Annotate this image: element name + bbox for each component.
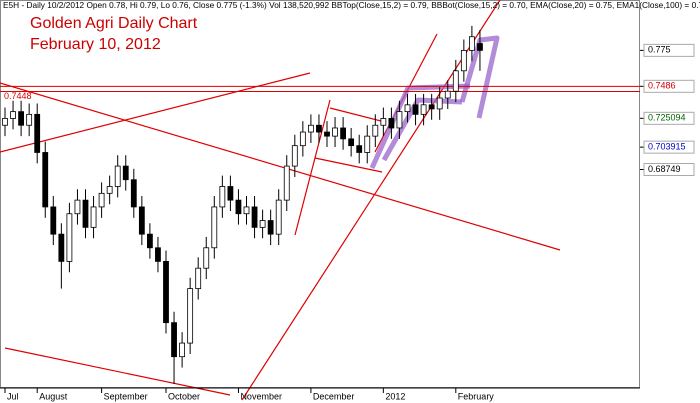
candle-body (18, 111, 25, 126)
candle-body (90, 206, 97, 228)
candle-body (412, 104, 419, 115)
candle-body (428, 104, 435, 110)
candle-body (187, 288, 194, 344)
x-tick-label: August (39, 391, 68, 401)
candle-body (380, 118, 387, 126)
candle-body (227, 186, 234, 201)
candle-body (58, 233, 65, 262)
trend-line (329, 107, 386, 123)
candle-body (468, 36, 475, 51)
candle-body (396, 111, 403, 129)
x-tick-label: November (240, 391, 282, 401)
candle-body (2, 118, 8, 126)
candle-body (356, 145, 363, 153)
candle-body (259, 220, 266, 228)
candle-body (388, 118, 395, 129)
candle-body (372, 124, 379, 137)
candle-body (332, 127, 338, 137)
candle-body (195, 267, 202, 290)
candle-body (436, 97, 443, 110)
candle-body (179, 342, 186, 358)
candle-body (114, 165, 121, 187)
candle-body (404, 104, 411, 113)
x-tick-label: December (313, 391, 355, 401)
trend-line (314, 157, 383, 173)
candle-body (219, 186, 226, 208)
y-tick-box (643, 111, 695, 125)
candle-body (340, 127, 347, 140)
candle-body (243, 206, 250, 215)
candle-body (50, 206, 57, 235)
candle-body (307, 124, 314, 133)
candle-body (452, 70, 459, 92)
candle-body (348, 138, 355, 147)
h-line-label: 0.7448 (4, 91, 32, 101)
candle-body (130, 179, 137, 208)
candle-body (138, 206, 145, 235)
header: E5H - Daily 10/2/2012 Open 0.78, Hi 0.79… (3, 0, 700, 10)
y-tick-label: 0.68749 (648, 164, 681, 174)
y-tick-label: 0.725094 (648, 113, 686, 123)
candle-body (82, 199, 89, 228)
candle-body (211, 206, 218, 249)
candle-body (235, 199, 242, 215)
trend-line (294, 99, 331, 236)
flag-outline (459, 35, 500, 119)
candle-body (283, 165, 290, 201)
candle-body (146, 233, 153, 249)
candle-body (171, 322, 177, 358)
trend-line (241, 0, 501, 401)
candle-body (98, 192, 105, 208)
candle-body (364, 135, 371, 153)
candle-body (42, 152, 49, 208)
candle-body (203, 247, 210, 269)
candle-body (122, 165, 129, 181)
candle-body (316, 124, 322, 133)
y-tick-label: 0.703915 (648, 142, 686, 152)
x-tick-label: 2012 (385, 391, 405, 401)
x-tick-label: September (104, 391, 148, 401)
candle-body (163, 260, 169, 324)
candle-body (26, 113, 33, 126)
y-tick-box (643, 43, 695, 57)
candle-body (477, 43, 483, 51)
x-tick-label: Jul (7, 391, 19, 401)
candle-body (324, 131, 330, 137)
candle-body (460, 49, 467, 72)
y-tick-label: 0.775 (648, 45, 671, 55)
candle-body (106, 186, 113, 194)
y-tick-label: 0.7486 (648, 81, 676, 91)
candle-body (34, 113, 41, 153)
candle-body (299, 131, 306, 147)
x-tick-label: February (458, 391, 495, 401)
candle-body (444, 90, 451, 99)
trend-line (4, 347, 231, 396)
y-tick-box (643, 79, 695, 93)
candle-body (420, 104, 427, 115)
candle-body (275, 199, 282, 235)
candle-body (66, 213, 73, 262)
x-tick-label: October (168, 391, 200, 401)
chart-title: Golden Agri Daily Chart (30, 15, 198, 32)
trend-line (0, 82, 561, 251)
candle-body (251, 206, 258, 228)
candle-body (10, 111, 16, 119)
candle-body (267, 220, 274, 235)
y-tick-box (643, 140, 695, 154)
y-tick-box (643, 163, 695, 177)
candle-body (74, 199, 81, 215)
candle-body (155, 247, 161, 262)
candle-body (291, 145, 298, 167)
chart-subtitle: February 10, 2012 (30, 36, 161, 53)
